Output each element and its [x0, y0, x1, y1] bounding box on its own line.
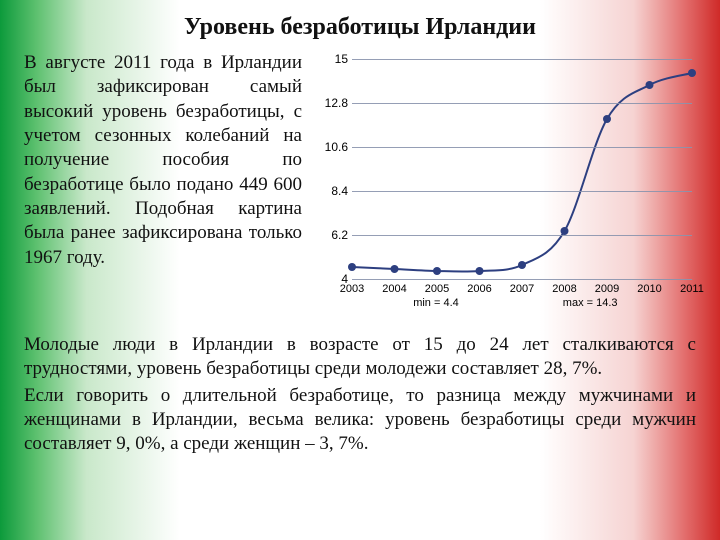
- x-tick-label: 2008: [552, 283, 576, 295]
- max-label: max = 14.3: [563, 297, 618, 309]
- x-tick-label: 2009: [595, 283, 619, 295]
- grid-line: [352, 235, 692, 236]
- slide: Уровень безработицы Ирландии В августе 2…: [0, 0, 720, 540]
- lower-para-2: Если говорить о длительной безработице, …: [24, 384, 696, 457]
- x-tick-label: 2007: [510, 283, 534, 295]
- grid-line: [352, 279, 692, 280]
- grid-line: [352, 59, 692, 60]
- x-tick-label: 2006: [467, 283, 491, 295]
- data-marker: [348, 263, 356, 271]
- y-tick-label: 8.4: [314, 184, 348, 198]
- lower-paragraphs: Молодые люди в Ирландии в возрасте от 15…: [24, 333, 696, 457]
- data-marker: [646, 81, 654, 89]
- min-label: min = 4.4: [413, 297, 459, 309]
- data-marker: [688, 69, 696, 77]
- lower-para-1: Молодые люди в Ирландии в возрасте от 15…: [24, 333, 696, 382]
- data-marker: [518, 261, 526, 269]
- x-tick-label: 2010: [637, 283, 661, 295]
- chart-container: 46.28.410.612.81520032004200520062007200…: [310, 51, 696, 311]
- line-svg: [352, 59, 692, 279]
- unemployment-chart: 46.28.410.612.81520032004200520062007200…: [314, 53, 694, 311]
- x-tick-label: 2004: [382, 283, 406, 295]
- grid-line: [352, 191, 692, 192]
- data-marker: [603, 115, 611, 123]
- data-marker: [391, 265, 399, 273]
- y-tick-label: 10.6: [314, 140, 348, 154]
- x-tick-label: 2003: [340, 283, 364, 295]
- grid-line: [352, 147, 692, 148]
- x-tick-label: 2005: [425, 283, 449, 295]
- grid-line: [352, 103, 692, 104]
- data-marker: [433, 267, 441, 275]
- upper-row: В августе 2011 года в Ирландии был зафик…: [24, 51, 696, 311]
- slide-title: Уровень безработицы Ирландии: [24, 14, 696, 41]
- x-tick-label: 2011: [680, 283, 704, 295]
- y-tick-label: 6.2: [314, 228, 348, 242]
- left-paragraph: В августе 2011 года в Ирландии был зафик…: [24, 51, 302, 270]
- plot-area: [352, 59, 692, 279]
- y-tick-label: 12.8: [314, 96, 348, 110]
- y-tick-label: 15: [314, 52, 348, 66]
- data-marker: [476, 267, 484, 275]
- data-marker: [561, 227, 569, 235]
